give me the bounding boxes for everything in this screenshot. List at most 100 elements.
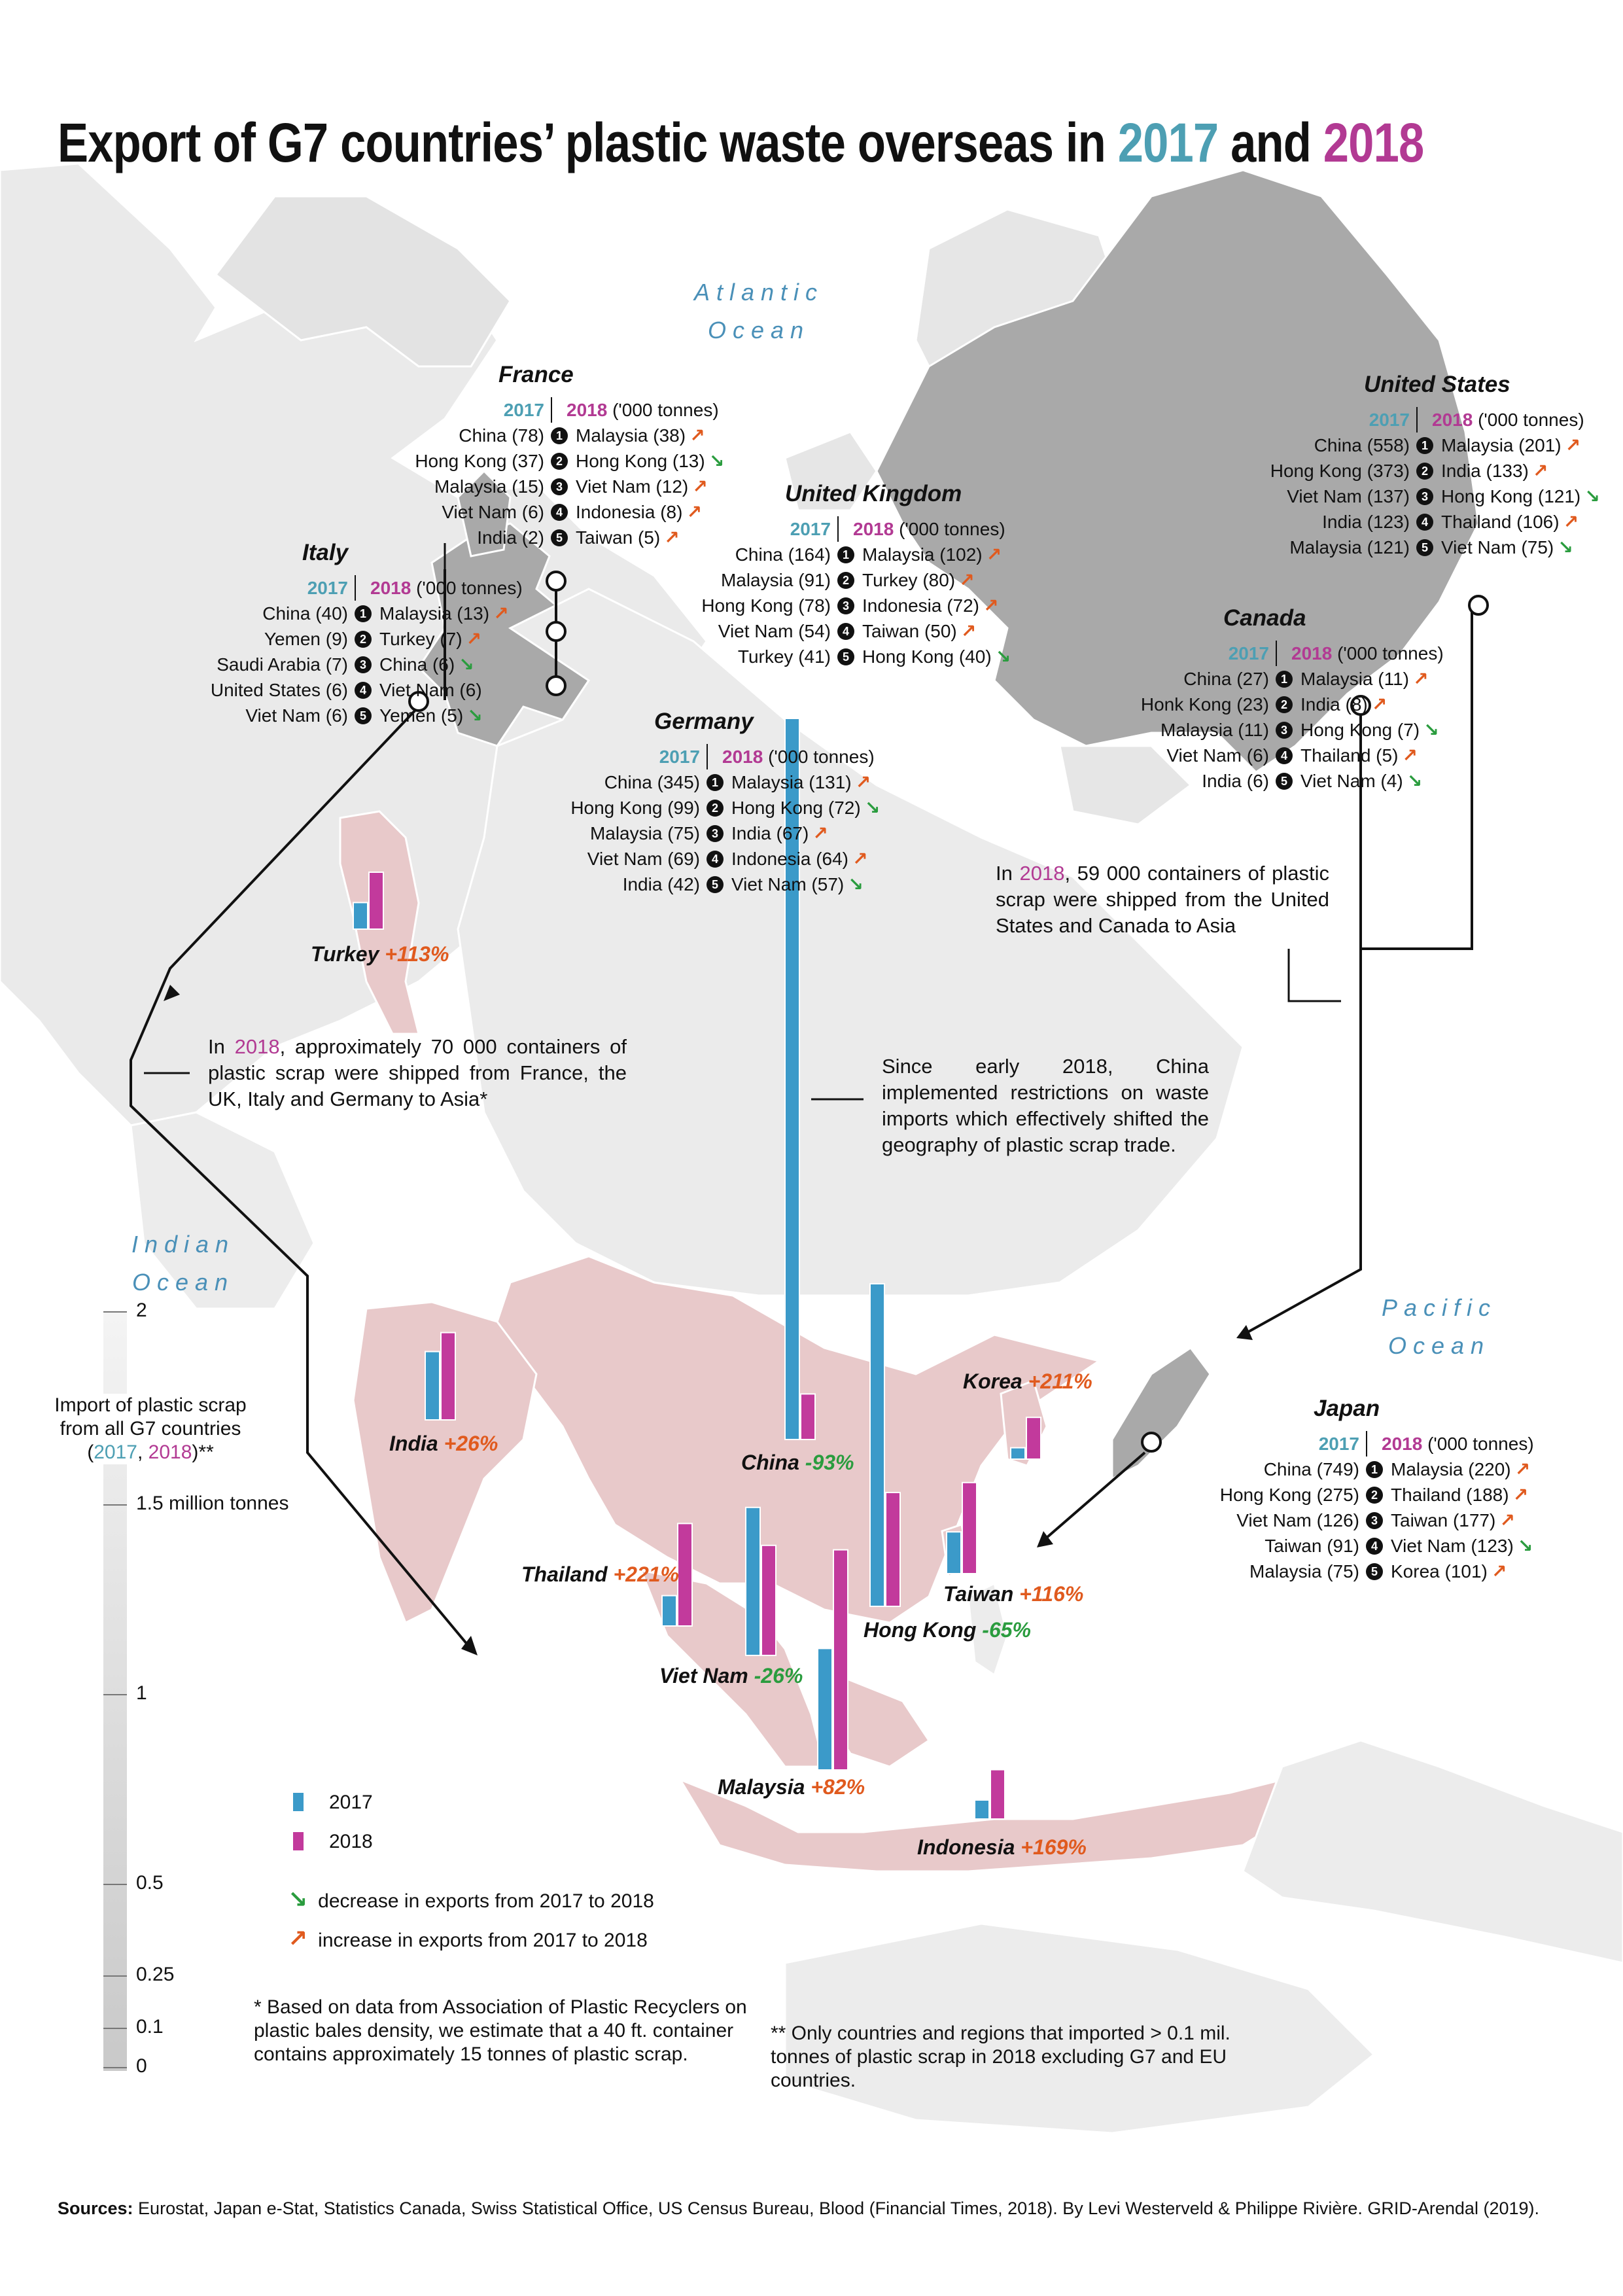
us-row: India (123) 4 Thailand (106) ↗ [1246, 509, 1600, 535]
label-taiwan-name: Taiwan [943, 1582, 1014, 1606]
anchor-icon-germany [546, 675, 567, 696]
us-header-unit: ('000 tonnes) [1478, 410, 1584, 430]
note-china: Since early 2018, China implemented rest… [882, 1055, 1209, 1156]
bar-turkey-2017 [353, 902, 368, 930]
italy-2018-partner: Yemen (5) [379, 705, 464, 726]
note-europe-containers: In 2018, approximately 70 000 containers… [208, 1034, 627, 1112]
japan-2018-partner: Viet Nam (123) [1391, 1536, 1514, 1556]
trend-down-icon: ↘ [459, 654, 474, 675]
rank-badge: 2 [355, 630, 372, 648]
import-bars [353, 718, 1041, 1820]
bar-taiwan-2018 [962, 1481, 977, 1575]
trend-up-icon: ↗ [1563, 512, 1579, 532]
rank-badge: 3 [837, 597, 854, 614]
us-row: Hong Kong (373) 2 India (133) ↗ [1246, 458, 1600, 484]
trend-up-icon: ↗ [960, 621, 977, 641]
japan-2018-partner: Malaysia (220) [1391, 1459, 1511, 1479]
title-year-2017: 2017 [1117, 112, 1219, 173]
uk-header-divider [837, 516, 839, 542]
scale-tick-label: 0 [136, 2055, 147, 2077]
italy-2018-partner: Viet Nam (6) [379, 680, 482, 700]
rank-badge: 1 [355, 605, 372, 622]
rank-badge: 3 [1366, 1511, 1383, 1529]
anchor-icon-uk-1 [546, 571, 567, 592]
note-na-year: 2018 [1019, 862, 1065, 885]
canada-2017-partner: China (27) [1183, 669, 1269, 689]
label-india-name: India [389, 1432, 438, 1455]
route-arrowheads [164, 985, 1253, 1655]
label-malaysia-change: +82% [811, 1775, 865, 1799]
uk-2017-partner: Viet Nam (54) [718, 621, 831, 641]
scale-legend-2017: 2017 [94, 1441, 137, 1463]
rank-badge: 1 [837, 546, 854, 563]
bar-hong-kong-2017 [869, 1283, 885, 1607]
arrowhead-turkey [164, 985, 180, 1001]
bar-turkey-2018 [368, 872, 384, 930]
uk-table-header: 2017 2018 ('000 tonnes) [667, 516, 1011, 542]
exporter-canada: Canada 2017 2018 ('000 tonnes) China (27) 1 M… [1106, 605, 1444, 794]
uk-header-2017: 2017 [790, 519, 831, 539]
rank-badge: 4 [551, 503, 568, 521]
land-arctic-islands [784, 431, 1193, 826]
us-2018-partner: Hong Kong (121) [1441, 486, 1581, 506]
scale-legend-line3: (2017, 2018)** [39, 1441, 262, 1464]
rank-badge: 5 [355, 707, 372, 724]
italy-header-2018: 2018 [370, 578, 411, 598]
scale-tick-label: 1.5 million tonnes [136, 1492, 289, 1514]
japan-table: 2017 2018 ('000 tonnes) China (749) 1 Malays… [1196, 1431, 1534, 1584]
rank-badge: 5 [1366, 1563, 1383, 1580]
us-header-2018: 2018 [1432, 410, 1473, 430]
germany-header-divider [707, 744, 708, 769]
france-2017-partner: India (2) [477, 527, 544, 548]
rank-badge: 4 [837, 622, 854, 640]
canada-2018-partner: Thailand (5) [1300, 745, 1399, 766]
france-2017-partner: China (78) [459, 425, 544, 446]
france-row: China (78) 1 Malaysia (38) ↗ [381, 423, 724, 448]
trend-up-icon: ↗ [1412, 669, 1429, 689]
rank-badge: 5 [1276, 772, 1293, 790]
bar-korea-2018 [1026, 1417, 1041, 1460]
uk-row: Viet Nam (54) 4 Taiwan (50) ↗ [667, 618, 1011, 644]
trend-down-icon: ↘ [1517, 1536, 1533, 1556]
france-table: 2017 2018 ('000 tonnes) China (78) 1 Malaysi… [381, 397, 724, 550]
canada-2018-partner: Viet Nam (4) [1300, 771, 1403, 791]
bar-viet-nam-2018 [761, 1544, 777, 1657]
germany-title: Germany [654, 709, 754, 734]
canada-row: Viet Nam (6) 4 Thailand (5) ↗ [1106, 743, 1444, 768]
france-header-2017: 2017 [503, 400, 544, 420]
bar-india-2018 [440, 1332, 456, 1421]
bar-malaysia-2018 [833, 1549, 848, 1771]
land-philippines [967, 1581, 1009, 1677]
sources-text: Eurostat, Japan e-Stat, Statistics Canad… [133, 2199, 1539, 2218]
rank-badge: 3 [1276, 721, 1293, 739]
rank-badge: 2 [1416, 462, 1433, 480]
canada-header-unit: ('000 tonnes) [1337, 643, 1444, 663]
title-and: and [1230, 112, 1312, 173]
trend-up-icon: ↗ [1512, 1485, 1529, 1505]
bar-korea-2017 [1010, 1447, 1026, 1460]
us-2017-partner: Malaysia (121) [1289, 537, 1410, 557]
france-row: Hong Kong (37) 2 Hong Kong (13) ↘ [381, 448, 724, 474]
trend-up-icon: ↗ [1565, 435, 1581, 455]
uk-2018-partner: Taiwan (50) [862, 621, 957, 641]
germany-2018-partner: Malaysia (131) [731, 772, 852, 792]
arrowhead-north-america [1236, 1325, 1253, 1340]
italy-row: United States (6) 4 Viet Nam (6) [184, 677, 523, 703]
legend-increase: ↗ increase in exports from 2017 to 2018 [288, 1927, 648, 1952]
anchor-icon-uk-2 [546, 621, 567, 642]
us-2018-partner: Thailand (106) [1441, 512, 1560, 532]
canada-2017-partner: Malaysia (11) [1161, 720, 1269, 740]
japan-2018-partner: Korea (101) [1391, 1561, 1488, 1581]
trend-down-icon: ↘ [708, 451, 725, 471]
legend-swatch-2017 [293, 1793, 304, 1811]
bar-indonesia-2018 [990, 1769, 1005, 1820]
trend-up-icon: ↗ [1514, 1459, 1531, 1479]
germany-table-header: 2017 2018 ('000 tonnes) [536, 744, 880, 769]
label-thailand: Thailand +221% [521, 1563, 679, 1587]
ocean-indian: Indian Ocean [92, 1226, 275, 1301]
france-2018-partner: Hong Kong (13) [576, 451, 705, 471]
trend-up-icon: ↗ [493, 603, 509, 624]
italy-title: Italy [302, 540, 349, 565]
legend-decrease: ↘ decrease in exports from 2017 to 2018 [288, 1888, 654, 1913]
label-malaysia: Malaysia +82% [718, 1775, 865, 1799]
